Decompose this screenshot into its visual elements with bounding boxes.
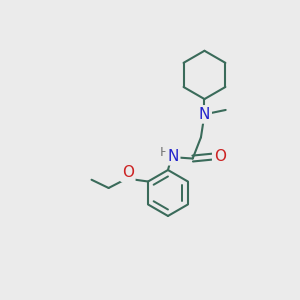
Text: N: N (167, 149, 179, 164)
Text: H: H (160, 146, 170, 159)
Text: N: N (199, 107, 210, 122)
Text: O: O (214, 149, 226, 164)
Text: O: O (122, 165, 134, 180)
